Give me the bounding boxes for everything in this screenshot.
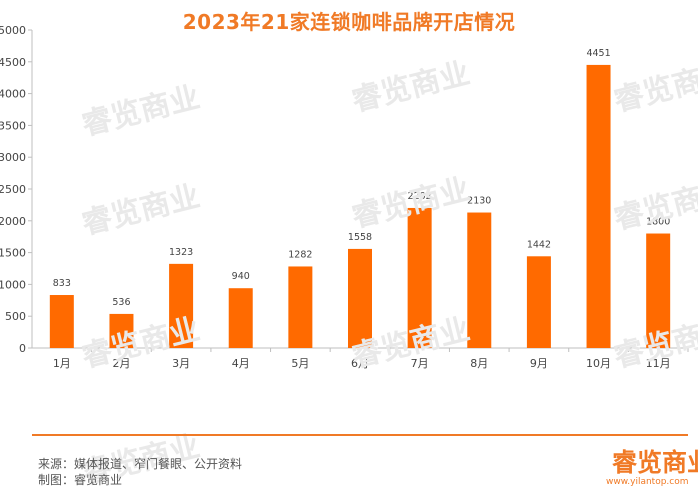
bar bbox=[407, 207, 432, 348]
data-label: 536 bbox=[112, 297, 130, 308]
bar bbox=[526, 256, 551, 348]
x-tick-label: 11月 bbox=[646, 357, 671, 370]
x-tick-label: 10月 bbox=[586, 357, 611, 370]
data-label: 833 bbox=[53, 278, 71, 289]
data-label: 1800 bbox=[646, 217, 670, 228]
bar bbox=[49, 295, 74, 348]
x-tick-label: 9月 bbox=[530, 357, 548, 370]
data-label: 2202 bbox=[408, 191, 432, 202]
x-tick-label: 8月 bbox=[470, 357, 488, 370]
y-tick-label: 4000 bbox=[0, 88, 26, 101]
bar bbox=[348, 248, 372, 348]
bar bbox=[169, 263, 194, 348]
x-tick-label: 5月 bbox=[291, 357, 309, 370]
x-tick-label: 2月 bbox=[112, 357, 130, 370]
maker-note: 制图：睿览商业 bbox=[38, 473, 123, 487]
data-label: 940 bbox=[232, 271, 250, 282]
x-tick-label: 6月 bbox=[351, 357, 369, 370]
x-tick-label: 4月 bbox=[232, 357, 250, 370]
data-label: 1442 bbox=[527, 239, 551, 250]
bar bbox=[467, 212, 492, 348]
brand-url: www.yilantop.com bbox=[606, 477, 689, 487]
bar bbox=[586, 64, 611, 349]
data-label: 1558 bbox=[348, 232, 372, 243]
bar-chart: 0 500 1000 1500 2000 2500 3000 3500 4000 4500 5000… bbox=[0, 24, 689, 370]
bar bbox=[228, 288, 253, 348]
y-tick-label: 2500 bbox=[0, 183, 26, 196]
y-tick-label: 1500 bbox=[0, 247, 26, 260]
brand-logo: 睿览商业 bbox=[612, 448, 698, 477]
y-tick-label: 5000 bbox=[0, 24, 26, 37]
chart-title: 2023年21家连锁咖啡品牌开店情况 bbox=[182, 10, 516, 34]
y-tick-label: 4500 bbox=[0, 56, 26, 69]
bar bbox=[646, 233, 671, 348]
data-label: 1323 bbox=[169, 247, 193, 258]
y-tick-label: 2000 bbox=[0, 215, 26, 228]
footer-divider bbox=[32, 434, 688, 436]
y-tick-label: 0 bbox=[19, 342, 26, 355]
bar bbox=[288, 266, 313, 348]
y-tick-label: 500 bbox=[5, 310, 26, 323]
x-tick-label: 1月 bbox=[53, 357, 71, 370]
data-label: 4451 bbox=[586, 48, 610, 59]
x-tick-label: 7月 bbox=[411, 357, 429, 370]
y-tick-label: 1000 bbox=[0, 278, 26, 291]
x-tick-label: 3月 bbox=[172, 357, 190, 370]
y-tick-label: 3500 bbox=[0, 119, 26, 132]
source-note: 来源：媒体报道、窄门餐眼、公开资料 bbox=[38, 457, 243, 471]
y-tick-label: 3000 bbox=[0, 151, 26, 164]
bar bbox=[109, 313, 134, 348]
data-label: 1282 bbox=[288, 249, 312, 260]
data-label: 2130 bbox=[467, 196, 491, 207]
